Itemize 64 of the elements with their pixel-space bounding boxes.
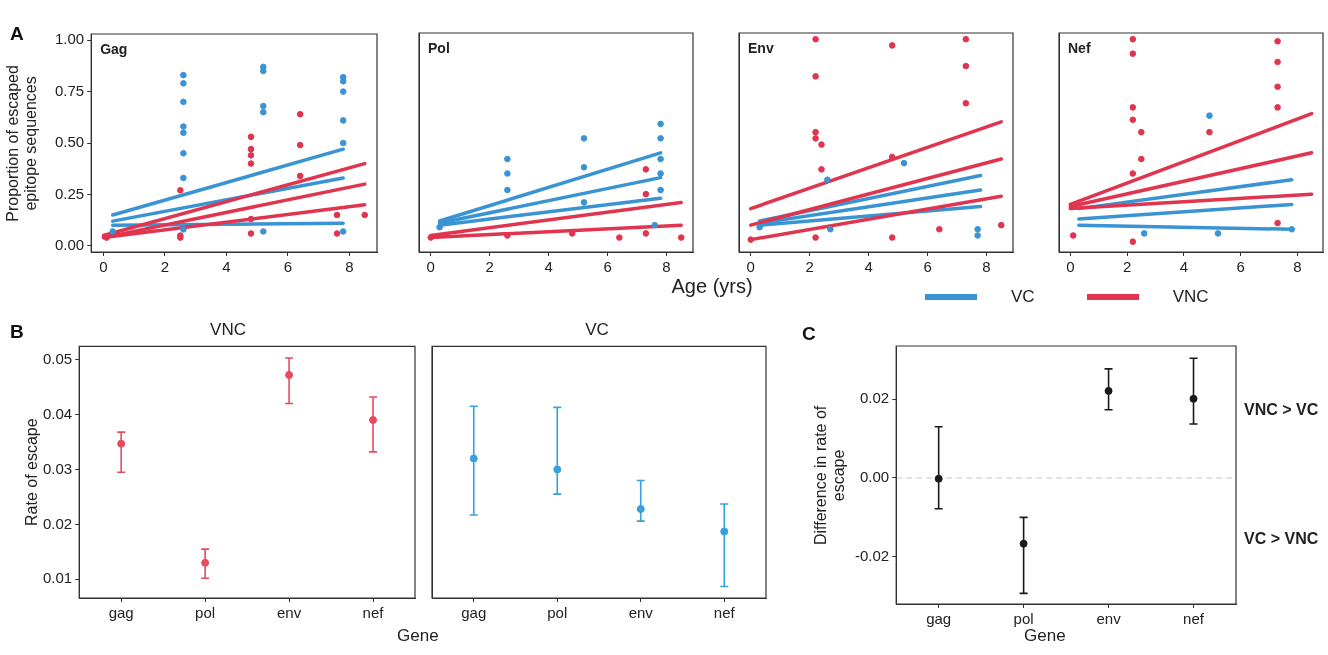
y-tick-label: 0.05 bbox=[42, 349, 73, 367]
x-tick-label: 2 bbox=[160, 258, 170, 276]
x-tick-label: 4 bbox=[1179, 258, 1189, 276]
y-tick-label: 0.75 bbox=[54, 81, 85, 99]
x-tick-label: 4 bbox=[864, 258, 873, 276]
x-tick-label: nef bbox=[1183, 610, 1205, 628]
x-tick-label: 8 bbox=[982, 258, 991, 276]
y-tick-label: 0.00 bbox=[54, 235, 85, 253]
x-tick-label: 8 bbox=[1293, 258, 1302, 276]
y-axis-title: Rate of escape bbox=[22, 417, 41, 529]
x-tick-label: 0 bbox=[1066, 258, 1075, 276]
y-tick-label: 0.01 bbox=[42, 569, 73, 587]
y-tick-label: 1.00 bbox=[54, 30, 85, 48]
legend-label: VNC bbox=[1172, 287, 1209, 307]
y-axis-title: Difference in rate of escape bbox=[811, 404, 848, 547]
x-tick-label: env bbox=[1096, 610, 1122, 628]
chart-title: Pol bbox=[428, 39, 450, 56]
y-tick-label: 0.02 bbox=[42, 514, 73, 532]
x-tick-label: 4 bbox=[222, 258, 231, 276]
legend-label: VC bbox=[1011, 287, 1035, 307]
x-tick-label: 2 bbox=[805, 258, 814, 276]
text: C bbox=[802, 323, 816, 344]
chart-title: VC bbox=[585, 319, 609, 339]
x-tick-label: 8 bbox=[662, 258, 671, 276]
x-tick-label: 6 bbox=[1236, 258, 1245, 276]
x-tick-label: pol bbox=[195, 604, 216, 622]
x-tick-label: 6 bbox=[603, 258, 612, 276]
x-tick-label: 2 bbox=[485, 258, 494, 276]
x-tick-label: pol bbox=[1013, 610, 1034, 628]
text: VNC > VC bbox=[1244, 400, 1319, 418]
y-tick-label: 0.00 bbox=[859, 468, 890, 486]
x-tick-label: 0 bbox=[99, 258, 108, 276]
text: B bbox=[10, 321, 24, 342]
x-tick-label: 4 bbox=[544, 258, 553, 276]
text: Gag bbox=[100, 40, 128, 57]
x-tick-label: gag bbox=[461, 604, 487, 622]
x-tick-label: nef bbox=[713, 604, 736, 622]
y-tick-label: 0.25 bbox=[54, 184, 85, 202]
chart-title: Nef bbox=[1068, 39, 1091, 56]
x-tick-label: env bbox=[276, 604, 302, 622]
x-tick-label: 2 bbox=[1122, 258, 1132, 276]
x-tick-label: 0 bbox=[746, 258, 755, 276]
chart-title: VNC bbox=[210, 319, 246, 339]
x-axis-title: Gene bbox=[1024, 626, 1066, 646]
x-tick-label: 0 bbox=[426, 258, 435, 276]
x-tick-label: env bbox=[628, 604, 654, 622]
x-tick-label: 8 bbox=[345, 258, 354, 276]
text: A bbox=[10, 23, 24, 44]
text: VC > VNC bbox=[1244, 529, 1319, 547]
x-axis-title: Gene bbox=[397, 626, 439, 646]
y-tick-label: 0.03 bbox=[42, 459, 73, 477]
chart-title: Env bbox=[748, 39, 774, 56]
x-tick-label: nef bbox=[362, 604, 385, 622]
y-tick-label: 0.02 bbox=[859, 389, 890, 407]
x-axis-title: Age (yrs) bbox=[671, 274, 753, 298]
x-tick-label: 6 bbox=[923, 258, 932, 276]
x-tick-label: gag bbox=[926, 610, 952, 628]
y-tick-label: 0.50 bbox=[54, 133, 85, 151]
x-tick-label: gag bbox=[108, 604, 134, 622]
y-tick-label: -0.02 bbox=[854, 546, 890, 564]
y-tick-label: 0.04 bbox=[42, 404, 73, 422]
y-axis-title: Proportion of escaped epitope sequences bbox=[3, 63, 40, 224]
x-tick-label: pol bbox=[547, 604, 568, 622]
x-tick-label: 6 bbox=[283, 258, 293, 276]
